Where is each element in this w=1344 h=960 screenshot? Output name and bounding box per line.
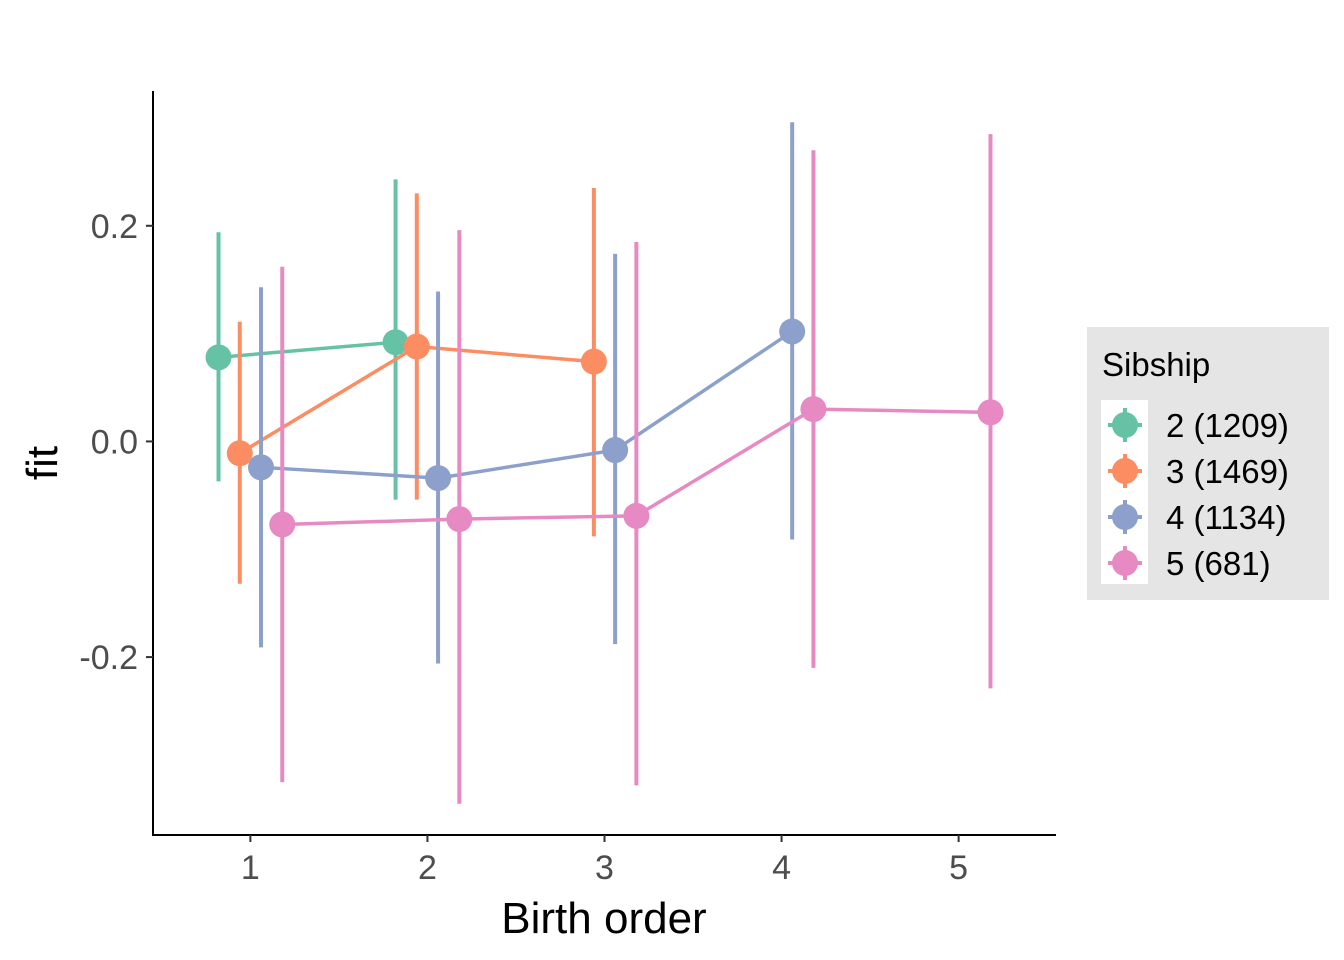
legend-label: 2 (1209) — [1166, 407, 1289, 444]
series-line — [260, 329, 794, 480]
legend-key-point-icon — [1112, 550, 1138, 576]
data-point — [446, 506, 473, 533]
legend-key-point-icon — [1112, 504, 1138, 530]
data-point — [977, 399, 1004, 426]
data-point — [403, 333, 430, 360]
legend-item: 2 (1209) — [1108, 407, 1289, 444]
y-tick-label: -0.2 — [79, 639, 138, 677]
data-point — [205, 344, 232, 371]
series-1 — [205, 179, 409, 500]
series-2 — [226, 188, 607, 584]
legend-label: 4 (1134) — [1166, 499, 1286, 536]
data-point — [623, 502, 650, 529]
series-line — [218, 340, 396, 360]
legend: Sibship 2 (1209) 3 (1469) 4 (1134) 5 (681) — [1087, 327, 1329, 600]
y-tick-label: 0.0 — [91, 423, 138, 461]
x-ticks: 1 2 3 4 5 — [241, 835, 968, 887]
data-point — [248, 454, 275, 481]
data-point — [382, 329, 409, 356]
y-axis-title: fit — [18, 446, 67, 480]
x-tick-label: 5 — [949, 849, 968, 887]
legend-key-point-icon — [1112, 458, 1138, 484]
x-tick-label: 1 — [241, 849, 260, 887]
data-point — [580, 348, 607, 375]
legend-item: 4 (1134) — [1108, 499, 1286, 536]
x-tick-label: 3 — [595, 849, 614, 887]
data-point — [269, 511, 296, 538]
legend-key-point-icon — [1112, 412, 1138, 438]
data-point — [602, 437, 629, 464]
legend-label: 5 (681) — [1166, 545, 1271, 582]
legend-item: 5 (681) — [1108, 545, 1271, 582]
y-ticks: 0.2 0.0 -0.2 — [79, 208, 153, 677]
x-tick-label: 4 — [772, 849, 791, 887]
data-point — [779, 318, 806, 345]
data-point — [425, 465, 452, 492]
series-4 — [269, 134, 1004, 804]
y-tick-label: 0.2 — [91, 208, 138, 246]
legend-item: 3 (1469) — [1108, 453, 1289, 490]
data-point — [800, 396, 827, 423]
legend-label: 3 (1469) — [1166, 453, 1289, 490]
plot-marks — [205, 122, 1004, 804]
legend-title: Sibship — [1102, 346, 1210, 383]
data-point — [226, 440, 253, 467]
x-tick-label: 2 — [418, 849, 437, 887]
series-3 — [248, 122, 806, 664]
x-axis-title: Birth order — [501, 894, 706, 943]
legend-items: 2 (1209) 3 (1469) 4 (1134) 5 (681) — [1108, 407, 1289, 582]
